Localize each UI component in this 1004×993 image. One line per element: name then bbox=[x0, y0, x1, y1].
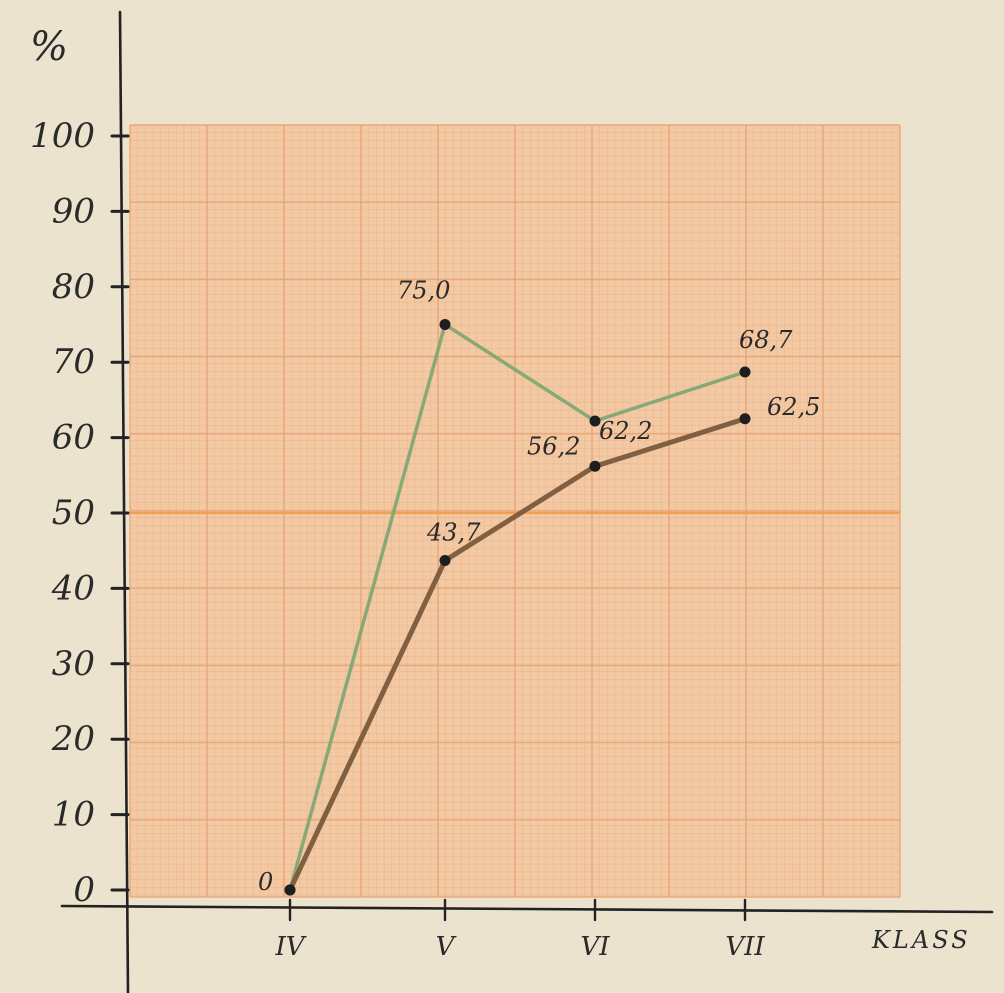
y-tick-label: 60 bbox=[52, 418, 95, 458]
x-tick-label: VII bbox=[725, 932, 765, 962]
x-tick-label: IV bbox=[274, 932, 306, 962]
labels-layer: 0 75,0 62,2 68,7 43,7 56,2 62,5 bbox=[258, 277, 820, 897]
y-tick-label: 10 bbox=[52, 795, 95, 835]
x-axis-line bbox=[60, 904, 994, 914]
data-point bbox=[284, 884, 296, 896]
data-label: 68,7 bbox=[739, 326, 793, 354]
data-label: 43,7 bbox=[426, 519, 481, 547]
data-label: 56,2 bbox=[527, 432, 580, 460]
data-point bbox=[589, 415, 601, 427]
y-tick-label: 100 bbox=[30, 116, 95, 156]
y-axis-line bbox=[118, 10, 130, 993]
x-tick-label: VI bbox=[580, 932, 610, 962]
y-tick-label: 30 bbox=[52, 644, 95, 684]
series-layer bbox=[284, 319, 751, 896]
y-tick-label: 40 bbox=[51, 568, 95, 608]
y-tick-label: 80 bbox=[52, 267, 95, 307]
y-tick-label: 20 bbox=[51, 719, 95, 759]
data-label: 62,5 bbox=[767, 393, 820, 421]
data-point bbox=[589, 460, 601, 472]
data-label: 0 bbox=[258, 868, 273, 896]
y-tick-label: 0 bbox=[73, 870, 95, 910]
x-axis-label: KLASS bbox=[871, 926, 971, 954]
y-tick-label: 50 bbox=[52, 493, 95, 533]
y-axis-label: % bbox=[30, 24, 68, 70]
x-tick-label: V bbox=[436, 932, 457, 962]
series-line-1 bbox=[288, 322, 747, 892]
data-label: 62,2 bbox=[599, 417, 652, 445]
y-tick-label: 70 bbox=[52, 342, 95, 382]
grid-major bbox=[129, 124, 901, 898]
data-point bbox=[439, 555, 451, 567]
data-point bbox=[739, 413, 751, 425]
data-point bbox=[739, 366, 751, 378]
axes: 0 10 20 30 40 50 60 70 80 90 100 IV V VI VII bbox=[30, 10, 994, 993]
series-line-2 bbox=[287, 416, 748, 893]
y-tick-label: 90 bbox=[52, 191, 95, 231]
data-point bbox=[439, 319, 451, 330]
data-label: 75,0 bbox=[397, 277, 450, 305]
